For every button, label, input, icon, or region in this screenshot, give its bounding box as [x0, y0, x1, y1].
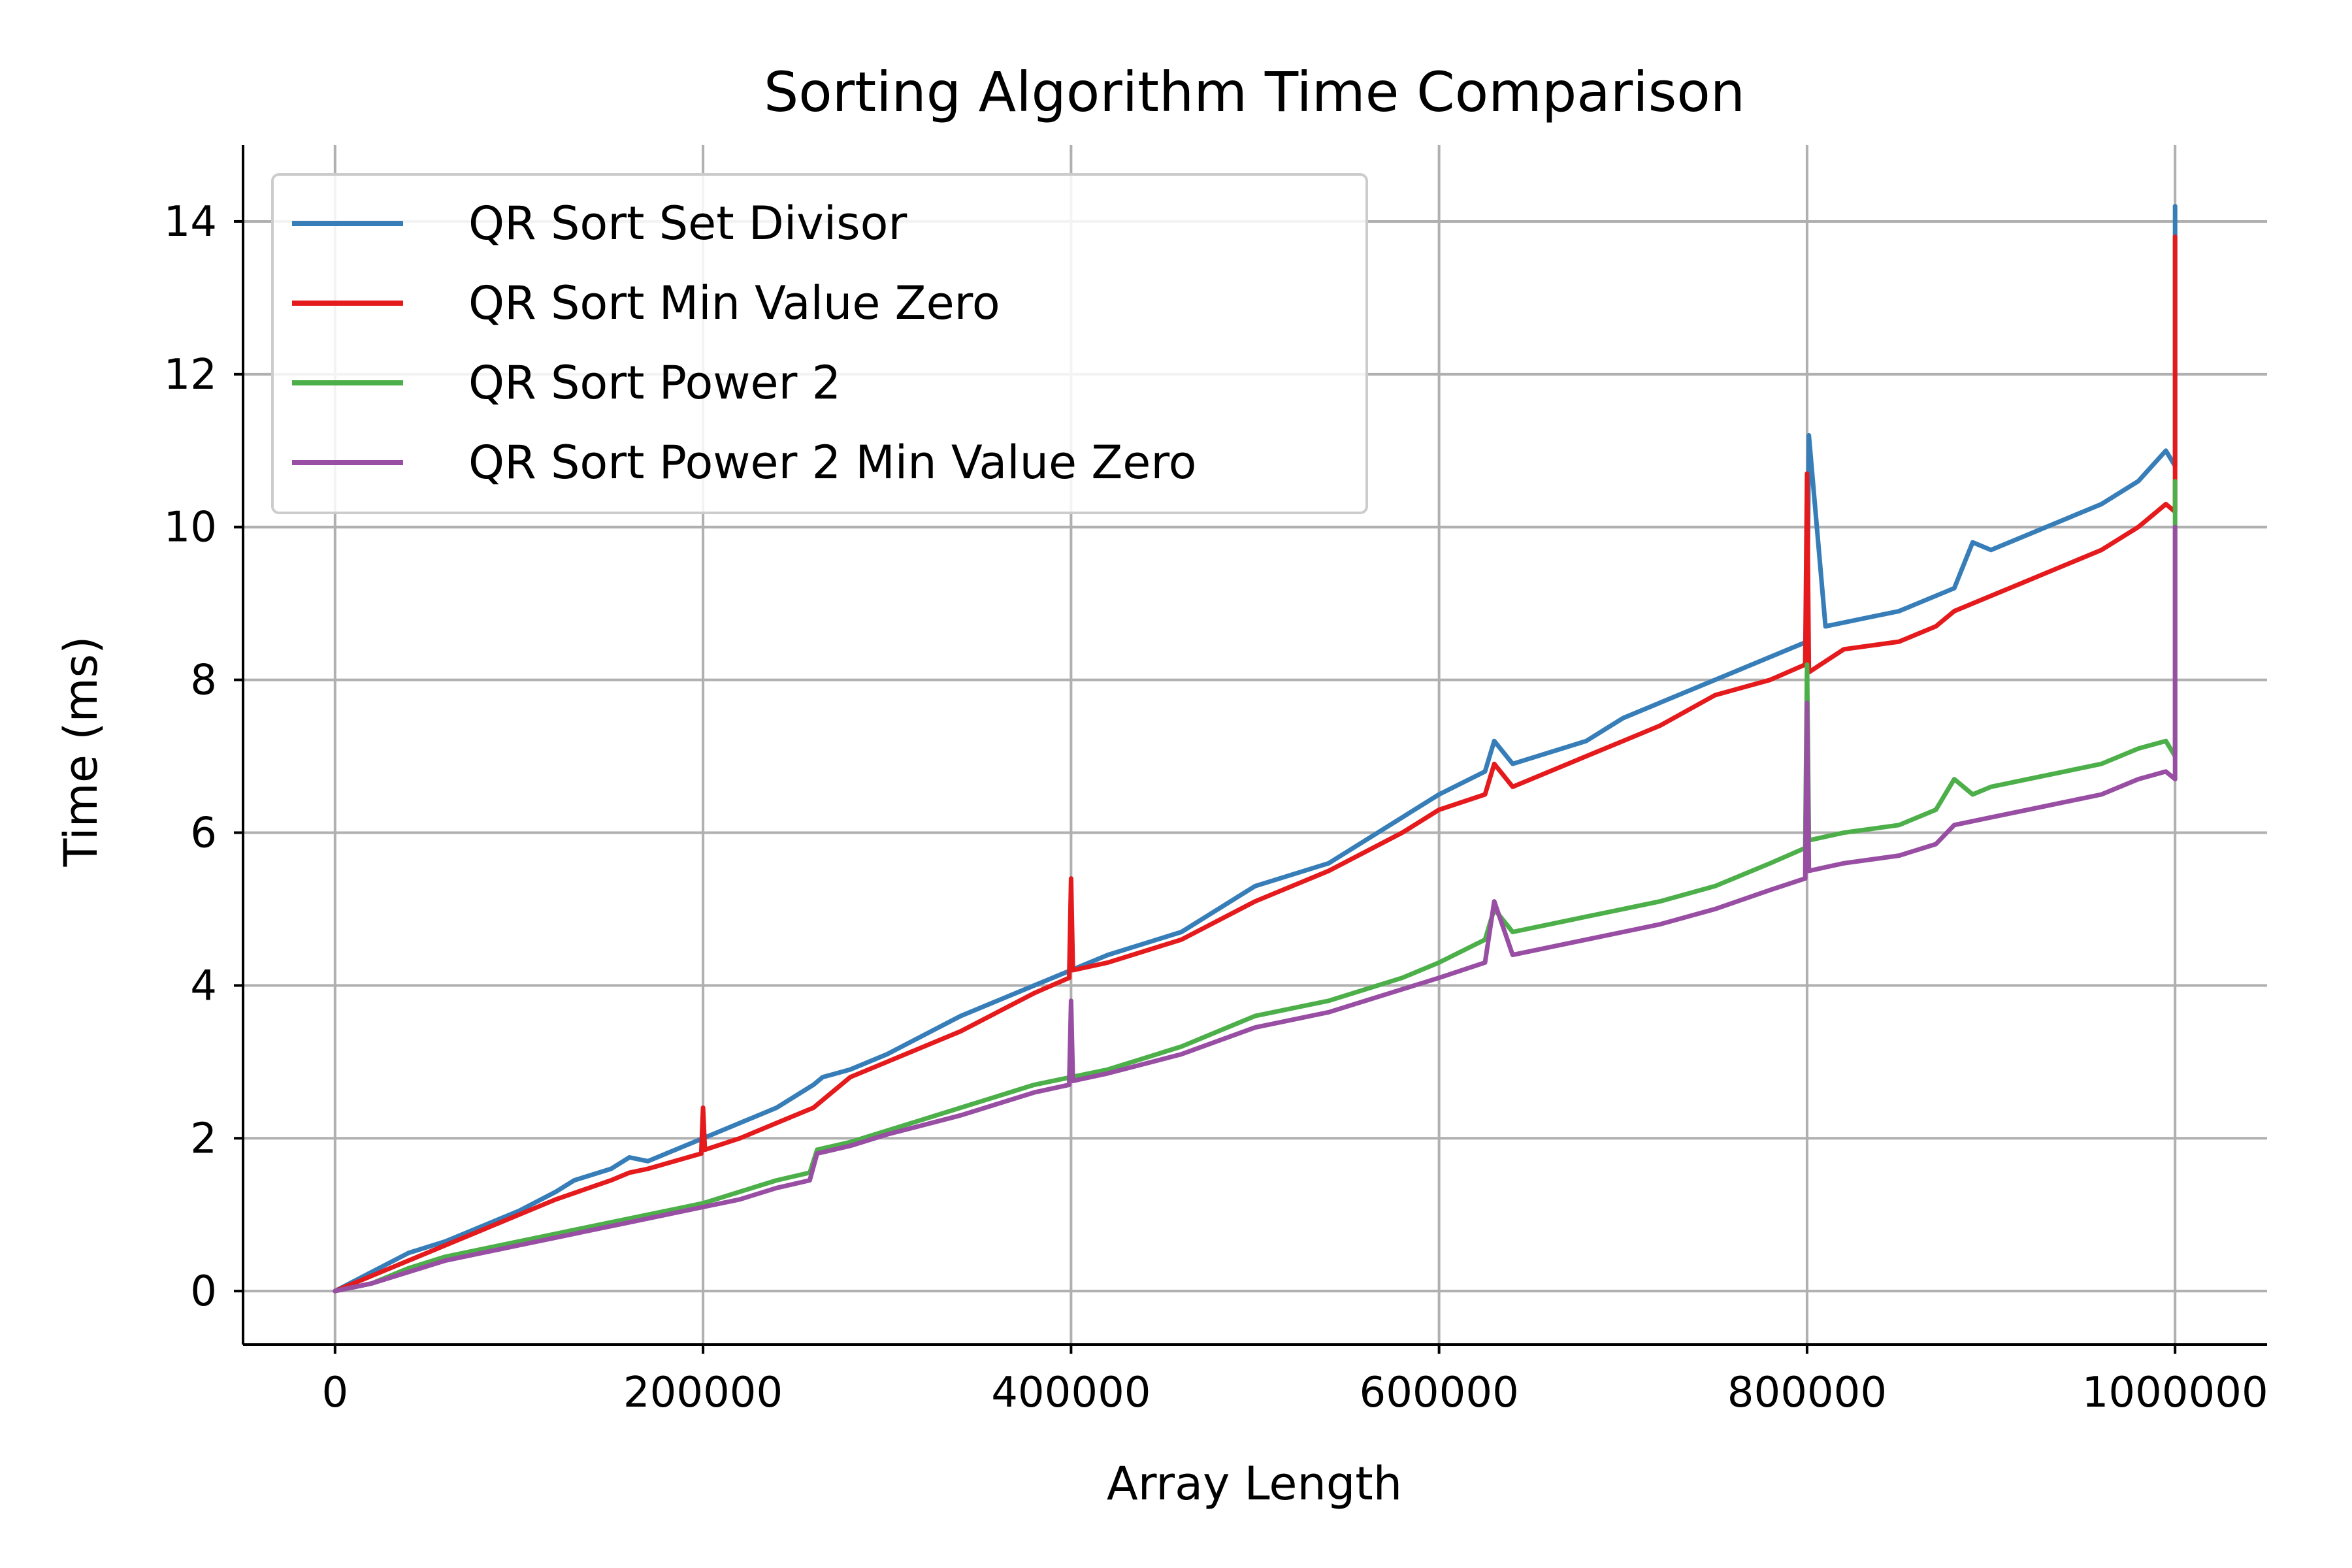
legend: QR Sort Set Divisor QR Sort Min Value Zer… [271, 173, 1368, 514]
series-line-0 [333, 204, 2178, 1294]
series-line-3 [333, 525, 2178, 1294]
x-tick-label-3: 600000 [1359, 1369, 1518, 1417]
y-tick-label-5: 10 [164, 504, 217, 552]
x-tick-label-2: 400000 [991, 1369, 1151, 1417]
y-tick-label-1: 2 [190, 1115, 217, 1163]
legend-label-1: QR Sort Min Value Zero [468, 276, 1000, 330]
y-axis-label: Time (ms) [54, 636, 108, 868]
x-tick-label-5: 1000000 [2082, 1369, 2268, 1417]
y-tick-label-2: 4 [190, 962, 217, 1010]
tick-layer: 0 200000 400000 600000 800000 1000000 0 2 4 6 8 10 1… [164, 198, 2268, 1417]
legend-frame [271, 173, 1368, 514]
y-tick-label-0: 0 [190, 1267, 217, 1316]
x-tick-label-4: 800000 [1727, 1369, 1887, 1417]
y-tick-label-6: 12 [164, 351, 217, 399]
x-tick-label-1: 200000 [623, 1369, 783, 1417]
y-tick-label-4: 8 [190, 657, 217, 705]
series-layer [333, 204, 2178, 1294]
chart-title: Sorting Algorithm Time Comparison [764, 60, 1745, 124]
legend-label-0: QR Sort Set Divisor [468, 197, 907, 250]
x-axis-label: Array Length [1107, 1457, 1402, 1511]
legend-label-2: QR Sort Power 2 [468, 356, 841, 410]
legend-label-3: QR Sort Power 2 Min Value Zero [468, 436, 1196, 489]
x-tick-label-0: 0 [321, 1369, 348, 1417]
series-line-1 [333, 234, 2178, 1294]
series-line-2 [333, 479, 2178, 1294]
y-tick-label-7: 14 [164, 198, 217, 246]
y-tick-label-3: 6 [190, 809, 217, 857]
axes-layer [242, 145, 2267, 1346]
